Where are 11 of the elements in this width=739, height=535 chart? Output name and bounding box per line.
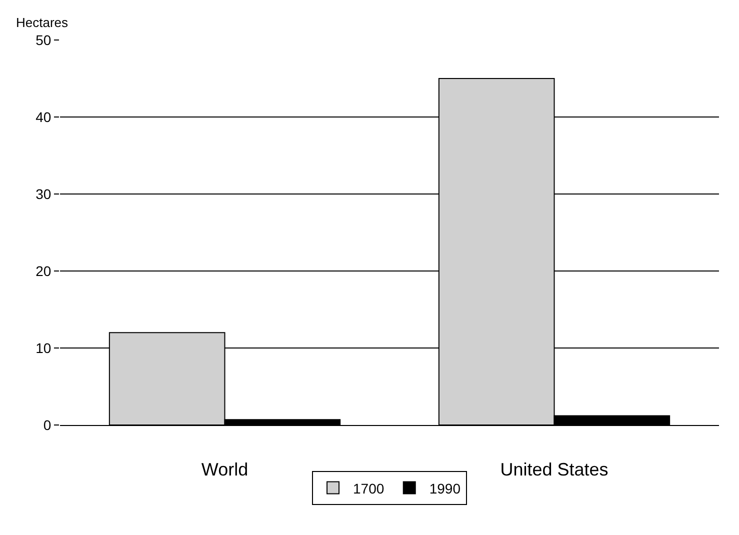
legend-label: 1990 [429,480,461,496]
y-tick-label: 0 [43,416,52,433]
x-tick-label: World [201,460,248,480]
y-axis-title: Hectares [16,15,69,30]
y-tick-label: 40 [36,108,52,125]
y-tick-label: 10 [36,340,52,356]
y-tick-label: 20 [36,262,52,279]
y-tick-label: 50 [36,32,52,48]
y-tick-label: 30 [36,186,52,202]
legend-label: 1700 [353,480,384,496]
x-tick-label: United States [500,460,608,480]
